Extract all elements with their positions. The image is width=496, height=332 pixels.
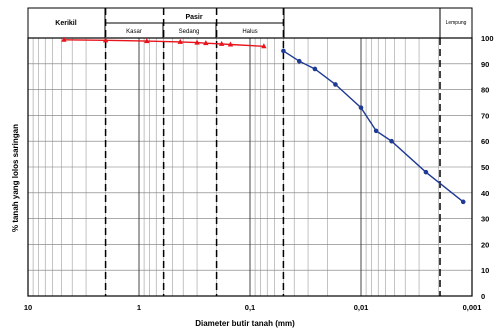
lempung-label: Lempung	[446, 20, 467, 26]
data-point	[203, 40, 209, 46]
data-point	[194, 39, 200, 45]
plot-area: 0 10 20 30 40 50 60 70 80 90 100 10 1 0,1 0,01 0,001	[24, 8, 494, 312]
data-point	[358, 105, 364, 110]
y-tick-label: 20	[481, 240, 489, 249]
x-tick-label: 1	[137, 303, 141, 312]
data-point	[373, 128, 379, 134]
data-point	[281, 48, 286, 54]
y-tick-label: 90	[481, 60, 489, 69]
x-tick-label: 0,01	[354, 303, 369, 312]
data-point	[218, 40, 225, 46]
data-point	[312, 66, 318, 72]
data-point	[227, 41, 234, 47]
data-point	[296, 58, 302, 64]
data-point	[102, 37, 109, 43]
data-point	[61, 36, 67, 42]
data-point	[144, 38, 150, 44]
y-tick-label: 0	[481, 292, 485, 301]
y-tick-labels: 0 10 20 30 40 50 60 70 80 90 100	[481, 34, 494, 301]
y-tick-label: 10	[481, 266, 489, 275]
y-tick-label: 50	[481, 163, 489, 172]
sedang-label: Sedang	[179, 29, 200, 35]
pasir-label: Pasir	[185, 14, 202, 21]
data-point	[389, 138, 394, 144]
x-tick-labels: 10 1 0,1 0,01 0,001	[24, 303, 482, 312]
y-axis-label: % tanah yang lolos saringan	[11, 124, 20, 232]
x-axis-label: Diameter butir tanah (mm)	[195, 319, 295, 328]
data-series	[61, 36, 466, 205]
soil-classification-header: Kerikil Pasir Kasar Sedang Halus Lempung	[27, 7, 473, 39]
data-point	[333, 82, 338, 87]
y-tick-label: 40	[481, 189, 489, 198]
data-point	[460, 199, 466, 205]
grid-lines	[28, 38, 472, 296]
x-tick-label: 10	[24, 303, 32, 312]
y-tick-label: 70	[481, 111, 489, 120]
y-tick-label: 30	[481, 215, 489, 224]
data-point	[177, 38, 183, 44]
boundary-lines	[104, 8, 441, 296]
series-line	[283, 50, 464, 203]
halus-label: Halus	[242, 29, 257, 35]
x-tick-label: 0,1	[245, 303, 255, 312]
kasar-label: Kasar	[126, 29, 142, 35]
data-point	[423, 169, 429, 175]
y-tick-label: 100	[481, 34, 494, 43]
data-point	[261, 43, 267, 49]
y-tick-label: 60	[481, 137, 489, 146]
y-tick-label: 80	[481, 86, 489, 95]
kerikil-label: Kerikil	[55, 20, 76, 27]
plot-frame	[27, 37, 473, 297]
x-tick-label: 0,001	[463, 303, 482, 312]
